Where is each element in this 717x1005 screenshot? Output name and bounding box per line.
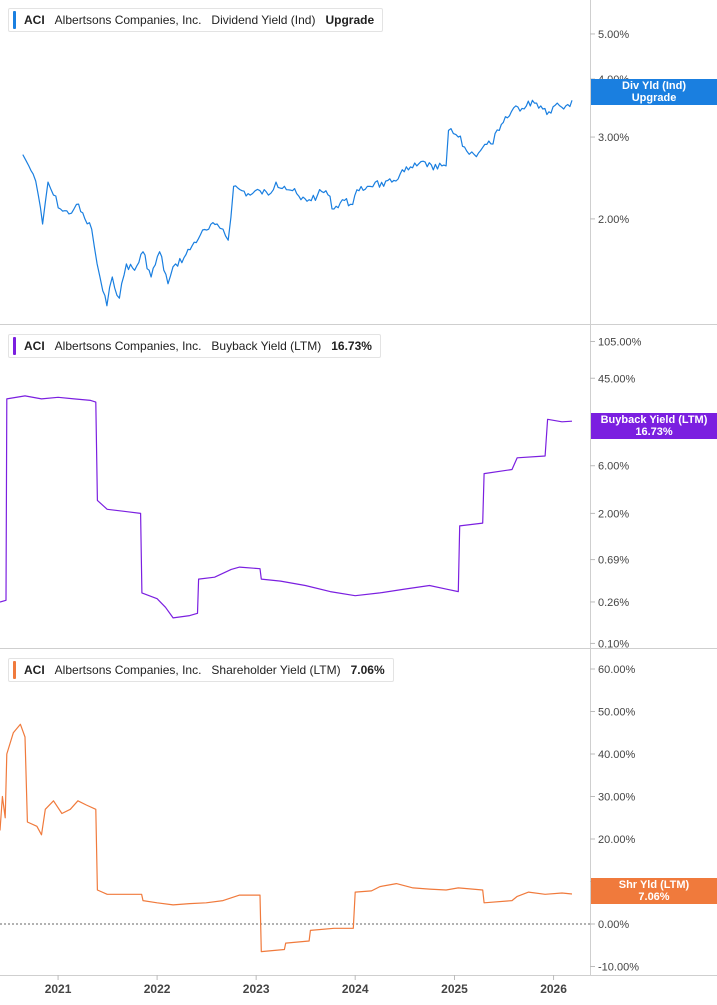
legend-ticker: ACI bbox=[24, 663, 45, 677]
x-tick-label: 2023 bbox=[243, 982, 270, 996]
x-tick-label: 2022 bbox=[144, 982, 171, 996]
value-flag-buyback-yield: Buyback Yield (LTM) 16.73% bbox=[591, 413, 717, 439]
legend-company: Albertsons Companies, Inc. bbox=[54, 339, 202, 353]
flag-label: Shr Yld (LTM) bbox=[618, 879, 690, 891]
legend-swatch bbox=[13, 11, 16, 29]
y-tick-label: 0.26% bbox=[598, 597, 629, 609]
flag-label: Buyback Yield (LTM) bbox=[600, 414, 708, 426]
legend-company: Albertsons Companies, Inc. bbox=[54, 13, 202, 27]
y-tick-label: 5.00% bbox=[598, 29, 629, 41]
x-tick-label: 2024 bbox=[342, 982, 369, 996]
legend-company: Albertsons Companies, Inc. bbox=[54, 663, 202, 677]
flag-value: Upgrade bbox=[631, 92, 677, 104]
y-tick-label: -10.00% bbox=[598, 962, 639, 974]
x-tick-label: 2025 bbox=[441, 982, 468, 996]
y-tick-label: 0.00% bbox=[598, 919, 629, 931]
x-tick-label: 2021 bbox=[45, 982, 72, 996]
legend-value: 7.06% bbox=[350, 663, 385, 677]
legend-value: 16.73% bbox=[331, 339, 372, 353]
value-flag-shareholder-yield: Shr Yld (LTM) 7.06% bbox=[591, 878, 717, 904]
legend-metric: Dividend Yield (Ind) bbox=[211, 13, 316, 27]
y-tick-label: 2.00% bbox=[598, 214, 629, 226]
series-line-0 bbox=[22, 99, 573, 307]
y-tick-label: 0.69% bbox=[598, 555, 629, 567]
y-tick-label: 30.00% bbox=[598, 792, 636, 804]
flag-label: Div Yld (Ind) bbox=[622, 80, 686, 92]
y-tick-label: 45.00% bbox=[598, 373, 636, 385]
legend-value: Upgrade bbox=[325, 13, 375, 27]
flag-value: 16.73% bbox=[635, 426, 673, 438]
y-tick-label: 6.00% bbox=[598, 461, 629, 473]
series-line-2 bbox=[0, 723, 573, 953]
y-tick-label: 40.00% bbox=[598, 749, 636, 761]
legend-metric: Buyback Yield (LTM) bbox=[211, 339, 322, 353]
legend-shareholder-yield: ACI Albertsons Companies, Inc. Sharehold… bbox=[8, 658, 394, 682]
x-tick-label: 2026 bbox=[540, 982, 567, 996]
legend-ticker: ACI bbox=[24, 13, 45, 27]
legend-swatch bbox=[13, 337, 16, 355]
y-tick-label: 0.10% bbox=[598, 638, 629, 650]
value-flag-dividend-yield: Div Yld (Ind) Upgrade bbox=[591, 79, 717, 105]
legend-buyback-yield: ACI Albertsons Companies, Inc. Buyback Y… bbox=[8, 334, 381, 358]
y-tick-label: 60.00% bbox=[598, 664, 636, 676]
legend-metric: Shareholder Yield (LTM) bbox=[211, 663, 341, 677]
flag-value: 7.06% bbox=[638, 891, 670, 903]
y-tick-label: 50.00% bbox=[598, 707, 636, 719]
legend-ticker: ACI bbox=[24, 339, 45, 353]
y-tick-label: 2.00% bbox=[598, 508, 629, 520]
y-tick-label: 105.00% bbox=[598, 336, 642, 348]
legend-dividend-yield: ACI Albertsons Companies, Inc. Dividend … bbox=[8, 8, 384, 32]
y-tick-label: 3.00% bbox=[598, 132, 629, 144]
series-line-1 bbox=[0, 395, 573, 619]
y-tick-label: 20.00% bbox=[598, 834, 636, 846]
legend-swatch bbox=[13, 661, 16, 679]
